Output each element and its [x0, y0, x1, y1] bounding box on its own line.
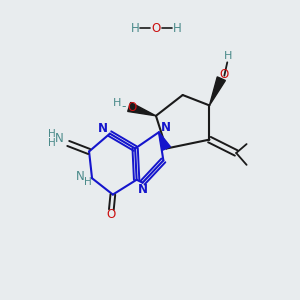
Text: H: H [113, 98, 122, 108]
Text: O: O [128, 101, 137, 114]
Text: O: O [220, 68, 229, 81]
Text: H: H [48, 129, 56, 139]
Text: N: N [138, 183, 148, 196]
Text: -: - [121, 100, 125, 113]
Polygon shape [128, 102, 156, 116]
Text: N: N [98, 122, 108, 135]
Polygon shape [159, 132, 170, 150]
Text: O: O [107, 208, 116, 221]
Text: H: H [172, 22, 181, 34]
Text: N: N [76, 170, 85, 183]
Text: H: H [48, 139, 56, 148]
Text: O: O [151, 22, 160, 34]
Text: H: H [84, 177, 92, 187]
Polygon shape [209, 77, 225, 105]
Text: H: H [224, 51, 232, 62]
Text: N: N [55, 132, 64, 145]
Text: N: N [160, 121, 170, 134]
Text: H: H [131, 22, 140, 34]
